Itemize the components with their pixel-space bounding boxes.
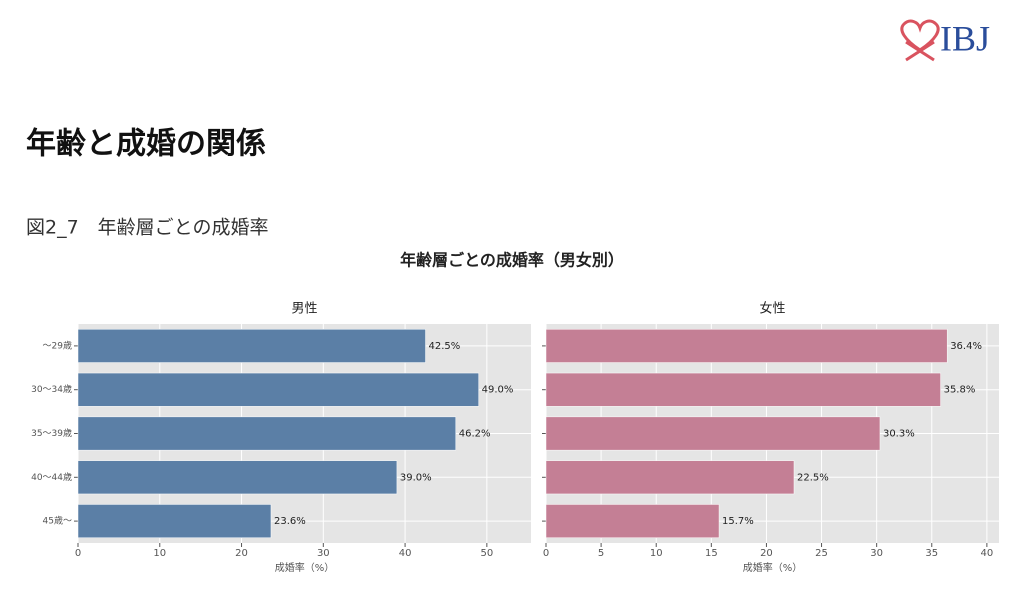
data-label: 22.5% [797,472,829,483]
logo-heart [900,19,940,62]
data-label: 35.8% [944,385,976,396]
y-tick-label: 30～34歳 [31,383,72,395]
x-tick-label: 10 [650,548,663,559]
x-axis-label: 成婚率（%） [743,561,803,574]
bar [545,504,720,538]
x-tick-label: 35 [925,548,938,559]
chart-title: 男性 [291,302,317,317]
x-tick-label: 30 [317,548,330,559]
bar [545,460,795,495]
x-tick-label: 20 [760,548,773,559]
y-tick-label: 35～39歳 [31,427,72,439]
data-label: 30.3% [883,429,915,440]
data-label: 23.6% [274,516,306,527]
data-label: 49.0% [482,385,514,396]
x-tick-label: 40 [399,548,412,559]
bar [77,460,398,495]
bar [545,416,881,451]
y-tick-label: ～29歳 [43,339,72,351]
x-tick-label: 5 [598,548,604,559]
figure-caption: 図2_7 年齢層ごとの成婚率 [26,217,269,239]
bar [545,372,941,407]
chart-title: 女性 [759,301,785,317]
page-title: 年齢と成婚の関係 [26,127,266,162]
bar [77,329,426,363]
data-label: 39.0% [400,472,432,483]
x-tick-label: 0 [75,548,81,559]
x-tick-label: 50 [480,548,493,559]
data-label: 15.7% [722,516,754,527]
data-label: 46.2% [459,429,491,440]
data-label: 36.4% [950,341,982,352]
x-tick-label: 10 [153,548,166,559]
bar [77,504,272,538]
y-tick-label: 45歳～ [43,515,72,527]
bar [545,329,948,363]
x-tick-label: 20 [235,548,248,559]
logo-text: IBJ [940,18,990,58]
suptitle: 年齢層ごとの成婚率（男女別） [400,251,624,270]
bar [77,372,479,407]
x-tick-label: 40 [981,548,994,559]
x-tick-label: 25 [815,548,828,559]
x-tick-label: 30 [870,548,883,559]
x-axis-label: 成婚率（%） [275,561,335,574]
x-tick-label: 0 [543,548,549,559]
x-tick-label: 15 [705,548,718,559]
data-label: 42.5% [429,341,461,352]
bar [77,416,457,451]
y-tick-label: 40～44歳 [31,471,72,483]
